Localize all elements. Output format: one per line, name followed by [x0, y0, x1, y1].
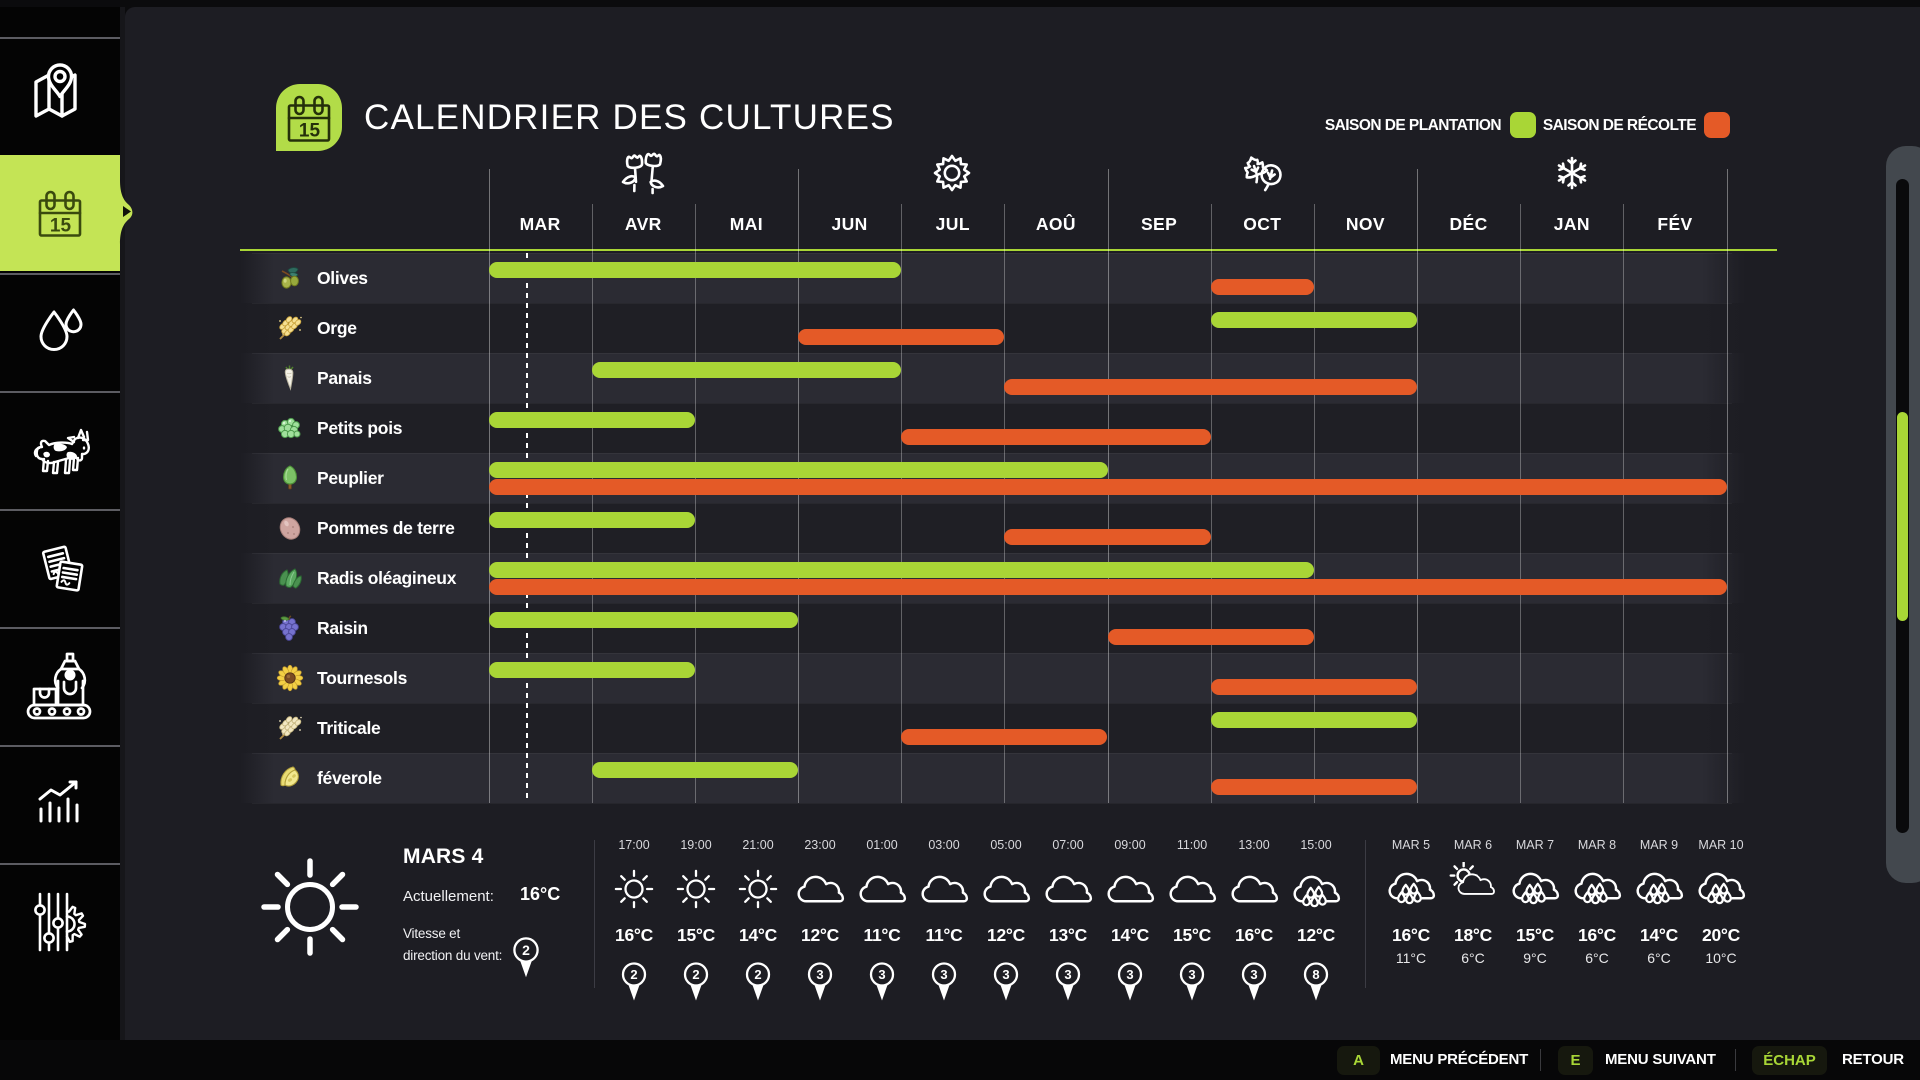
svg-text:3: 3: [1064, 967, 1071, 982]
svg-text:8: 8: [1312, 967, 1319, 982]
svg-text:2: 2: [522, 942, 530, 958]
svg-text:3: 3: [816, 967, 823, 982]
svg-text:2: 2: [630, 967, 637, 982]
svg-text:3: 3: [940, 967, 947, 982]
svg-text:15: 15: [50, 216, 72, 237]
svg-text:3: 3: [1002, 967, 1009, 982]
svg-text:2: 2: [692, 967, 699, 982]
svg-text:2: 2: [754, 967, 761, 982]
svg-text:15: 15: [299, 121, 321, 142]
svg-text:3: 3: [1250, 967, 1257, 982]
svg-text:3: 3: [1126, 967, 1133, 982]
svg-text:3: 3: [878, 967, 885, 982]
svg-text:3: 3: [1188, 967, 1195, 982]
